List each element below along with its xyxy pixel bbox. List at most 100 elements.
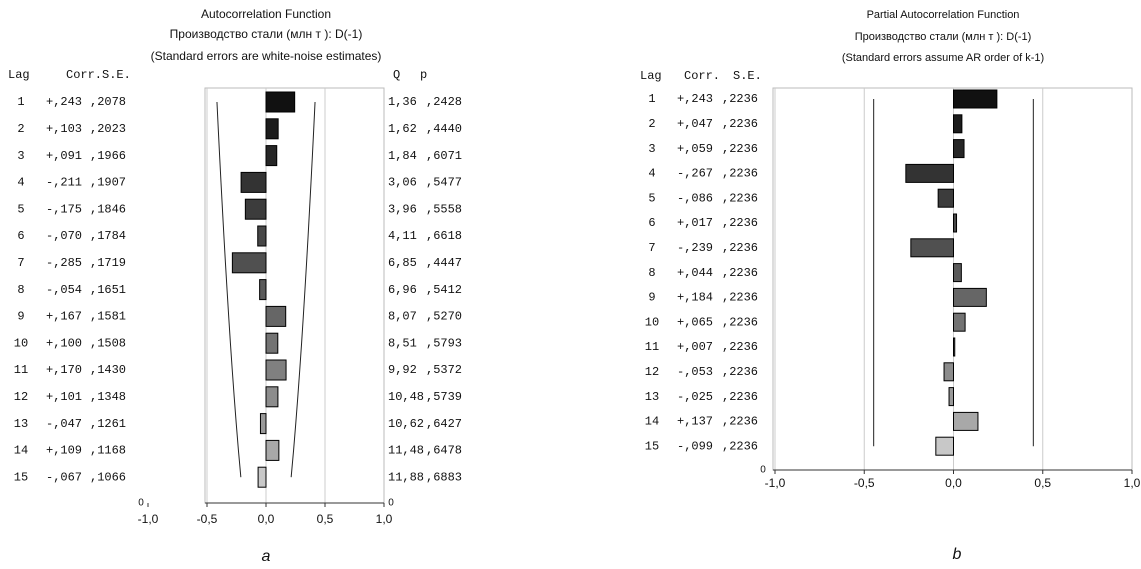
q-label: 4,11 [388, 229, 417, 243]
chart-subtitle: Производство стали (млн т ): D(-1) [855, 31, 1032, 43]
column-header: Corr. [66, 68, 102, 82]
corr-label: +,100 [46, 336, 82, 350]
caption: b [953, 546, 962, 563]
lag-label: 13 [14, 417, 28, 431]
lag-label: 4 [17, 176, 24, 190]
lag-label: 11 [14, 363, 28, 377]
lag-label: 15 [645, 439, 659, 453]
se-label: ,1719 [90, 256, 126, 270]
chart-title: Autocorrelation Function [201, 7, 331, 21]
p-label: ,2428 [426, 95, 462, 109]
q-label: 6,85 [388, 256, 417, 270]
corr-label: +,243 [46, 95, 82, 109]
se-label: ,2236 [722, 266, 758, 280]
p-label: ,6618 [426, 229, 462, 243]
q-label: 10,48 [388, 390, 424, 404]
corr-label: +,007 [677, 340, 713, 354]
x-tick-label: -0,5 [854, 476, 875, 490]
corr-label: -,054 [46, 283, 82, 297]
lag-label: 12 [14, 390, 28, 404]
se-label: ,2236 [722, 167, 758, 181]
lag-label: 6 [17, 229, 24, 243]
bar [265, 439, 280, 461]
bar [953, 89, 998, 109]
lag-label: 7 [648, 241, 655, 255]
se-label: ,1907 [90, 176, 126, 190]
column-header: p [420, 68, 427, 82]
lag-label: 2 [17, 122, 24, 136]
q-label: 6,96 [388, 283, 417, 297]
se-label: ,1846 [90, 202, 126, 216]
bar [257, 225, 267, 247]
lag-label: 10 [645, 315, 659, 329]
bar [265, 118, 279, 140]
bar [948, 387, 954, 407]
q-label: 3,96 [388, 202, 417, 216]
q-label: 1,84 [388, 149, 417, 163]
se-label: ,2236 [722, 315, 758, 329]
lag-label: 5 [648, 191, 655, 205]
bar [265, 386, 279, 408]
se-label: ,2236 [722, 216, 758, 230]
bar [265, 305, 287, 327]
q-label: 1,36 [388, 95, 417, 109]
corr-label: +,091 [46, 149, 82, 163]
lag-label: 15 [14, 470, 28, 484]
lag-label: 9 [648, 291, 655, 305]
lag-label: 3 [17, 149, 24, 163]
p-label: ,6071 [426, 149, 462, 163]
corr-label: -,175 [46, 202, 82, 216]
lag-label: 12 [645, 365, 659, 379]
q-label: 10,62 [388, 417, 424, 431]
corr-label: -,070 [46, 229, 82, 243]
se-label: ,2236 [722, 365, 758, 379]
p-label: ,4440 [426, 122, 462, 136]
x-tick-label: 0,5 [1034, 476, 1051, 490]
corr-label: -,047 [46, 417, 82, 431]
confidence-limit [290, 101, 316, 478]
q-label: 11,48 [388, 444, 424, 458]
corr-label: +,184 [677, 291, 713, 305]
se-label: ,1261 [90, 417, 126, 431]
bar [265, 145, 278, 167]
lag-label: 6 [648, 216, 655, 230]
column-header: S.E. [733, 69, 762, 83]
se-label: ,2236 [722, 390, 758, 404]
x-tick-label: -1,0 [765, 476, 786, 490]
column-header: S.E. [102, 68, 131, 82]
bar [953, 312, 966, 332]
corr-label: +,170 [46, 363, 82, 377]
lag-label: 10 [14, 336, 28, 350]
se-label: ,1784 [90, 229, 126, 243]
lag-label: 14 [645, 415, 659, 429]
corr-label: +,103 [46, 122, 82, 136]
corr-label: -,099 [677, 439, 713, 453]
corr-label: -,086 [677, 191, 713, 205]
se-label: ,1430 [90, 363, 126, 377]
bar [905, 163, 955, 183]
corr-label: +,059 [677, 142, 713, 156]
column-header: Lag [8, 68, 30, 82]
lag-label: 2 [648, 117, 655, 131]
bar [231, 252, 267, 274]
bar [265, 359, 287, 381]
se-label: ,2236 [722, 291, 758, 305]
corr-label: +,101 [46, 390, 82, 404]
se-label: ,1966 [90, 149, 126, 163]
plot-frame [772, 87, 1133, 471]
se-label: ,2236 [722, 92, 758, 106]
bar [953, 263, 962, 283]
p-label: ,5793 [426, 336, 462, 350]
corr-label: -,211 [46, 176, 82, 190]
lag-label: 5 [17, 202, 24, 216]
se-label: ,2236 [722, 415, 758, 429]
chart-title: Partial Autocorrelation Function [867, 9, 1020, 21]
lag-label: 7 [17, 256, 24, 270]
se-label: ,2236 [722, 191, 758, 205]
corr-label: +,017 [677, 216, 713, 230]
se-label: ,1348 [90, 390, 126, 404]
se-label: ,2078 [90, 95, 126, 109]
p-label: ,5412 [426, 283, 462, 297]
x-tick-label: 1,0 [376, 512, 393, 526]
